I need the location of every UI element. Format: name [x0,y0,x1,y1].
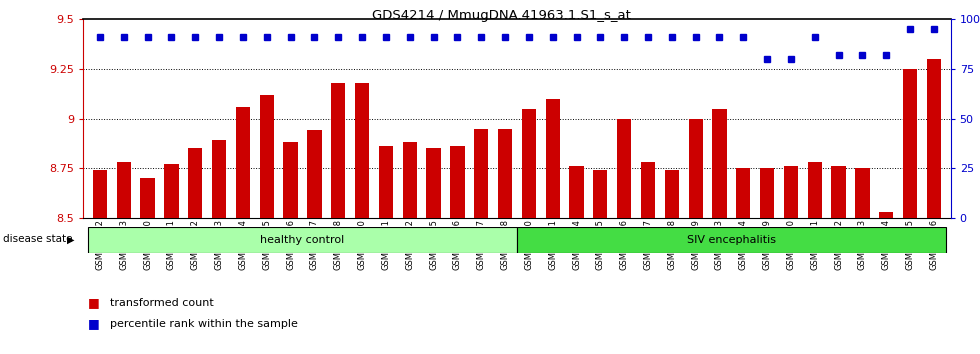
Bar [165,164,178,218]
Bar [521,109,536,218]
Bar [617,119,631,218]
Bar [355,83,369,218]
Text: percentile rank within the sample: percentile rank within the sample [110,319,298,329]
Bar [403,142,416,218]
Bar [331,83,345,218]
Bar [808,162,822,218]
Bar [784,166,798,218]
FancyBboxPatch shape [88,227,517,253]
Bar [903,69,917,218]
Bar [474,129,488,218]
Text: GDS4214 / MmugDNA.41963.1.S1_s_at: GDS4214 / MmugDNA.41963.1.S1_s_at [372,9,631,22]
Text: transformed count: transformed count [110,298,214,308]
Text: ▶: ▶ [67,235,74,245]
Bar [569,166,584,218]
Bar [712,109,726,218]
Text: ■: ■ [88,318,100,330]
Bar [283,142,298,218]
Bar [378,146,393,218]
Bar [212,141,226,218]
Bar [641,162,656,218]
FancyBboxPatch shape [517,227,946,253]
Text: SIV encephalitis: SIV encephalitis [687,235,776,245]
Bar [593,170,608,218]
Bar [236,107,250,218]
Bar [879,212,894,218]
Bar [498,129,513,218]
Bar [450,146,465,218]
Bar [831,166,846,218]
Bar [308,131,321,218]
Bar [664,170,679,218]
Bar [140,178,155,218]
Text: disease state: disease state [3,234,73,244]
Bar [689,119,703,218]
Bar [426,148,441,218]
Text: ■: ■ [88,296,100,309]
Bar [93,170,107,218]
Bar [927,59,941,218]
Bar [260,95,274,218]
Bar [546,99,560,218]
Bar [117,162,131,218]
Bar [856,168,869,218]
Bar [188,148,203,218]
Text: healthy control: healthy control [261,235,345,245]
Bar [760,168,774,218]
Bar [736,168,751,218]
